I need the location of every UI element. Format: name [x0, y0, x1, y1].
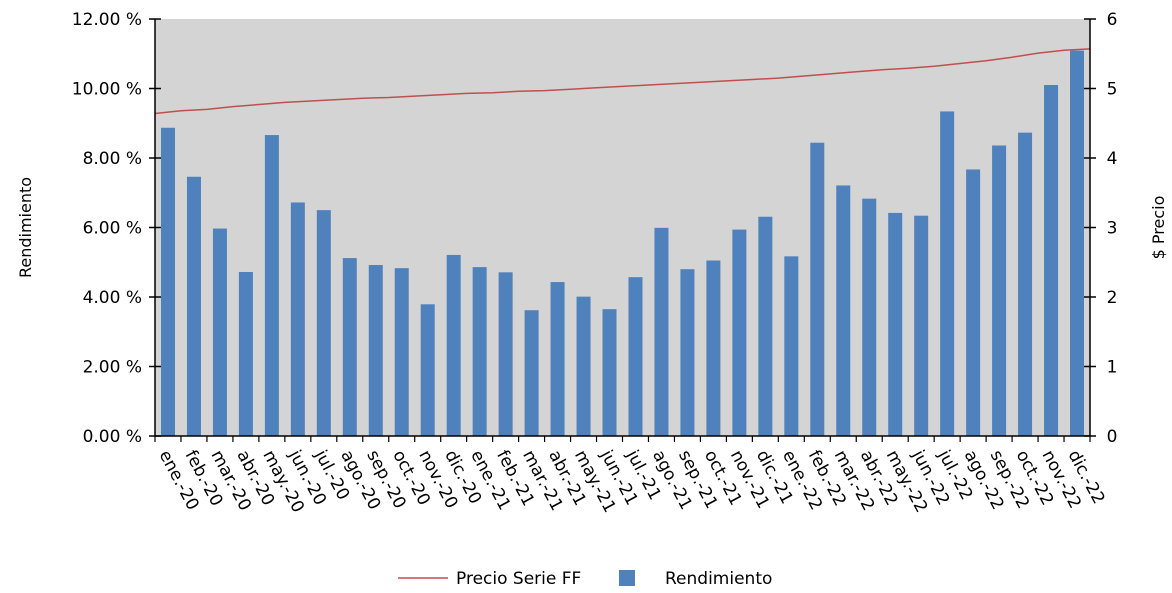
legend: Precio Serie FF Rendimiento: [398, 569, 772, 589]
right-tick-label: 4: [1107, 149, 1118, 169]
legend-label-precio: Precio Serie FF: [456, 569, 581, 589]
bar-dic.-21: [758, 216, 773, 436]
left-tick-label: 8.00 %: [83, 149, 142, 169]
bar-oct.-22: [1018, 132, 1033, 436]
bar-abr.-21: [550, 282, 565, 436]
bar-feb.-22: [810, 142, 825, 436]
bar-jul.-20: [316, 210, 331, 436]
bar-ago.-21: [654, 227, 669, 436]
bar-ago.-20: [342, 258, 357, 436]
bar-jun.-20: [290, 202, 305, 436]
bar-may.-22: [888, 212, 903, 436]
right-tick-label: 3: [1107, 219, 1118, 239]
right-tick-label: 2: [1107, 288, 1118, 308]
bar-dic.-22: [1070, 50, 1085, 437]
bar-nov.-22: [1044, 85, 1059, 437]
bar-ene.-20: [160, 127, 175, 436]
bar-abr.-22: [862, 198, 877, 436]
left-tick-label: 2.00 %: [83, 358, 142, 378]
bar-oct.-21: [706, 260, 721, 436]
bar-mar.-20: [212, 228, 227, 436]
bar-feb.-21: [498, 272, 513, 436]
bar-ago.-22: [966, 169, 981, 436]
bar-nov.-21: [732, 229, 747, 436]
right-axis-title: $ Precio: [1149, 196, 1168, 260]
bar-jun.-22: [914, 215, 929, 436]
bar-oct.-20: [394, 268, 409, 436]
legend-swatch-rendimiento: [619, 570, 635, 586]
bar-may.-21: [576, 296, 591, 436]
bar-jul.-22: [940, 111, 955, 436]
bar-feb.-20: [186, 176, 201, 436]
left-tick-label: 12.00 %: [72, 10, 142, 30]
bar-ene.-21: [472, 267, 487, 436]
line-series: [154, 48, 1091, 115]
bar-mar.-21: [524, 310, 539, 436]
bar-jul.-21: [628, 277, 643, 436]
right-tick-label: 1: [1107, 358, 1118, 378]
x-axis-ticks: ene.-20feb.-20mar.-20abr.-20may.-20jun.-…: [154, 436, 1109, 516]
bar-sep.-20: [368, 265, 383, 436]
legend-label-rendimiento: Rendimiento: [665, 569, 772, 589]
bar-sep.-22: [992, 145, 1007, 437]
bar-sep.-21: [680, 269, 695, 436]
left-tick-label: 10.00 %: [72, 80, 142, 100]
left-tick-label: 4.00 %: [83, 288, 142, 308]
bar-series: [160, 50, 1085, 437]
right-tick-label: 5: [1107, 80, 1118, 100]
left-axis-title: Rendimiento: [16, 177, 35, 278]
left-tick-label: 6.00 %: [83, 219, 142, 239]
bar-ene.-22: [784, 256, 799, 436]
bar-nov.-20: [420, 304, 435, 436]
left-tick-label: 0.00 %: [83, 427, 142, 447]
right-tick-label: 6: [1107, 10, 1118, 30]
left-axis-ticks: 0.00 % 2.00 % 4.00 % 6.00 % 8.00 % 10.00 % 12.…: [72, 10, 161, 447]
bar-may.-20: [264, 135, 279, 436]
bar-jun.-21: [602, 309, 617, 436]
right-tick-label: 0: [1107, 427, 1118, 447]
plot-area: [155, 19, 1090, 436]
bar-abr.-20: [238, 271, 253, 436]
bar-mar.-22: [836, 185, 851, 436]
bar-dic.-20: [446, 254, 461, 436]
price-line: [154, 48, 1091, 115]
